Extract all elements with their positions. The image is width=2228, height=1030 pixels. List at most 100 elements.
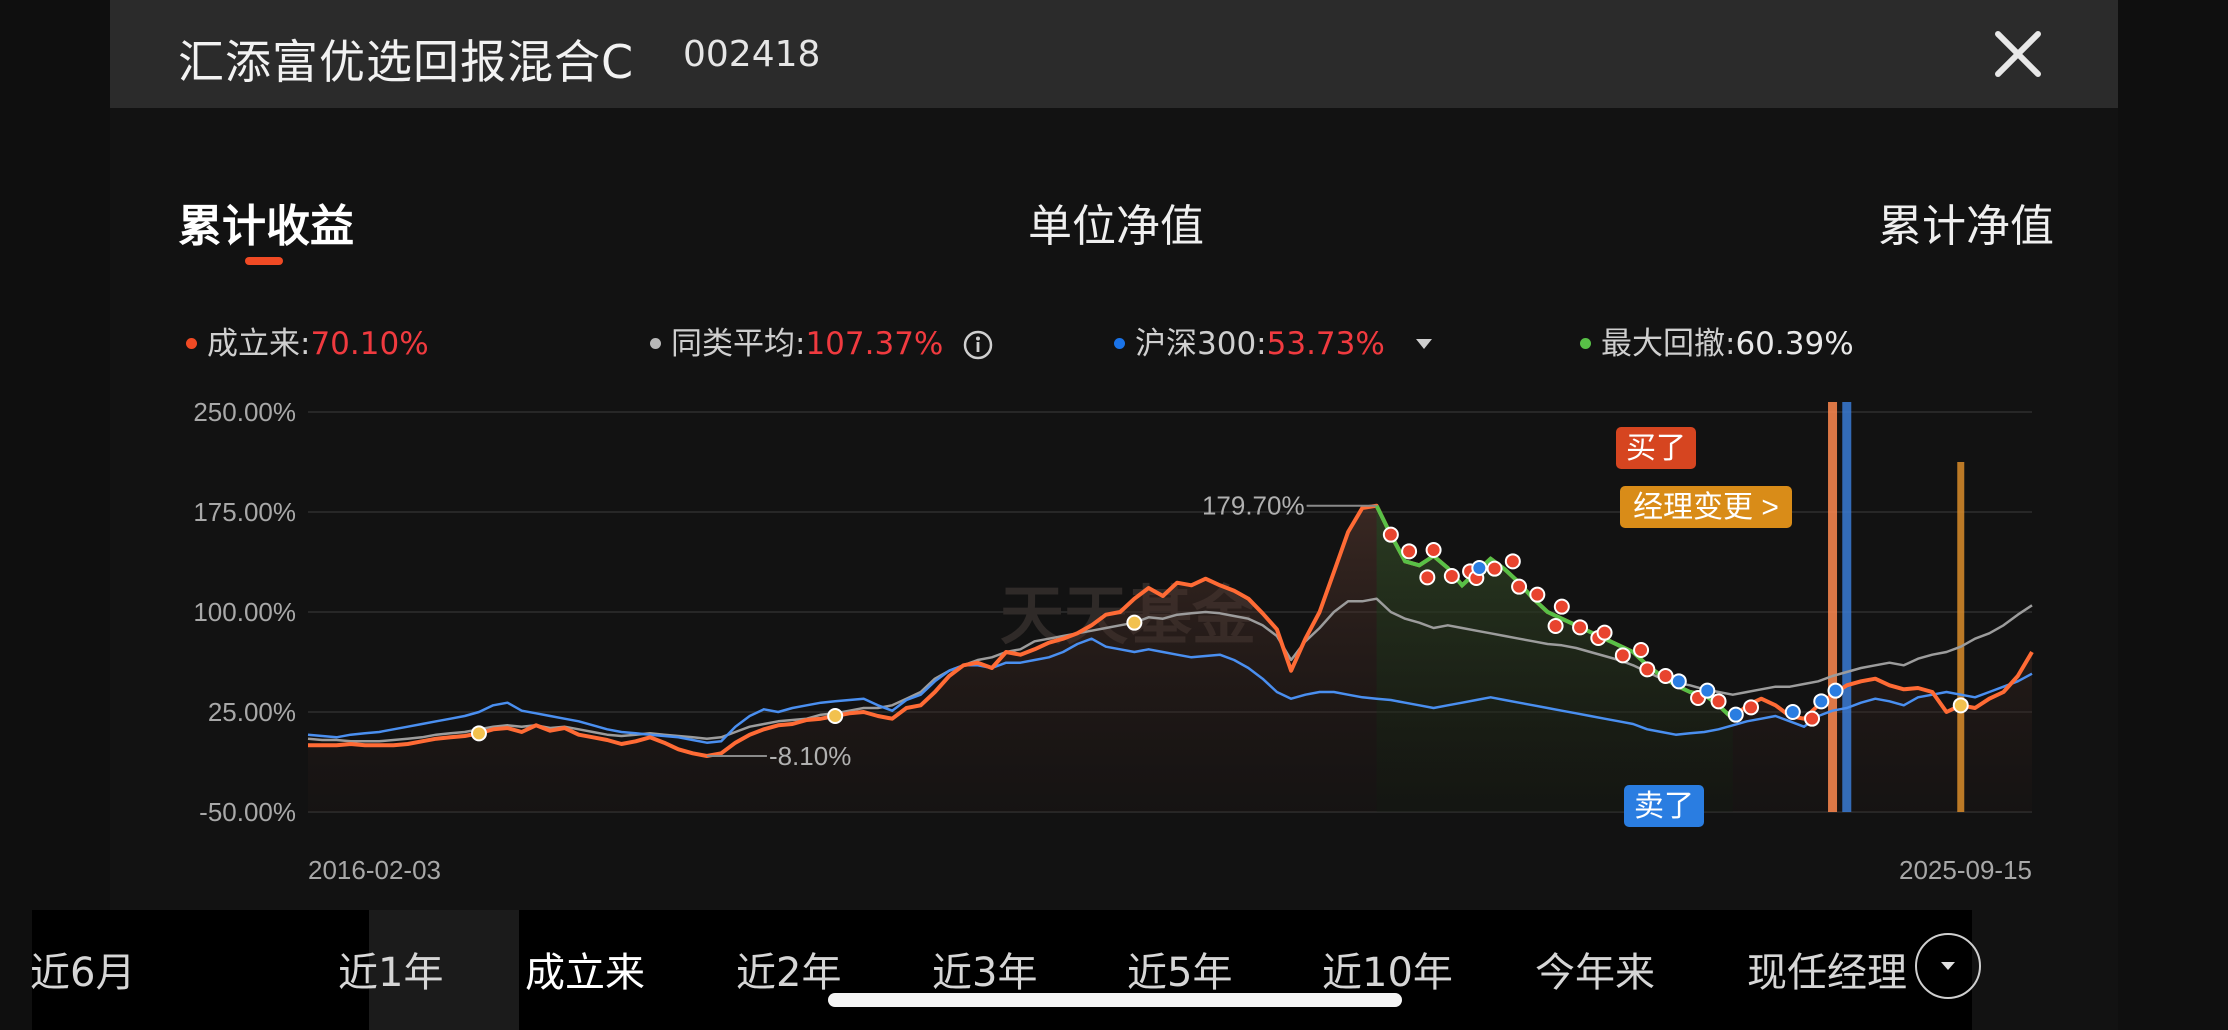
legend-peer-value: 107.37% xyxy=(805,326,944,362)
buy-marker[interactable] xyxy=(1401,543,1418,560)
period-current-manager[interactable]: 现任经理 xyxy=(1747,950,1907,996)
chevron-down-circle-icon xyxy=(1941,962,1955,970)
period-selector: 近6月 近1年 成立来 近2年 近3年 近5年 近10年 今年来 现任经理 xyxy=(30,910,1981,1030)
buy-marker[interactable] xyxy=(1633,642,1650,658)
buy-marker[interactable] xyxy=(1657,668,1674,684)
manager-change-tag[interactable]: 经理变更 > xyxy=(1620,486,1792,528)
chart-areas xyxy=(308,402,2032,812)
event-band xyxy=(1957,462,1965,812)
return-chart[interactable]: 250.00%175.00%100.00%25.00%-50.00% 天天基金 … xyxy=(110,380,2118,900)
y-tick-label: 250.00% xyxy=(193,397,296,427)
legend-peer-dot xyxy=(650,338,661,349)
chart-tabs: 累计收益 单位净值 累计净值 xyxy=(110,180,2118,270)
period-ytd[interactable]: 今年来 xyxy=(1535,950,1655,996)
legend-drawdown-label: 最大回撤: xyxy=(1601,326,1736,362)
buy-marker[interactable] xyxy=(1572,619,1589,636)
buy-marker[interactable] xyxy=(1419,569,1436,586)
home-indicator[interactable] xyxy=(828,993,1402,1007)
sell-marker[interactable] xyxy=(1784,704,1801,720)
buy-marker[interactable] xyxy=(1639,661,1656,678)
period-10y[interactable]: 近10年 xyxy=(1322,950,1453,996)
legend-fund-label: 成立来: xyxy=(207,326,311,362)
period-3y[interactable]: 近3年 xyxy=(932,950,1038,996)
trade-markers xyxy=(470,526,1969,742)
y-tick-label: 25.00% xyxy=(208,697,296,727)
event-band xyxy=(1828,402,1838,812)
sell-marker[interactable] xyxy=(1699,682,1716,699)
legend-fund: 成立来:70.10% xyxy=(186,318,429,363)
tab-cumulative-return[interactable]: 累计收益 xyxy=(178,201,354,252)
chart-legend: 成立来:70.10% 同类平均:107.37% 沪深300:53.73% 最大回… xyxy=(110,318,2118,362)
peak-label: 179.70% xyxy=(1202,491,1305,521)
close-icon xyxy=(1995,31,2041,77)
x-end-label: 2025-09-15 xyxy=(1899,855,2032,885)
x-start-label: 2016-02-03 xyxy=(308,855,441,885)
period-since-inception[interactable]: 成立来 xyxy=(525,950,645,996)
legend-drawdown-value: 60.39% xyxy=(1735,326,1854,362)
buy-marker[interactable] xyxy=(1710,693,1727,710)
manager-change-marker[interactable] xyxy=(1952,697,1969,714)
legend-fund-value: 70.10% xyxy=(310,326,429,362)
period-6m[interactable]: 近6月 xyxy=(30,950,136,996)
y-tick-label: -50.00% xyxy=(199,797,296,827)
buy-marker[interactable] xyxy=(1443,568,1460,584)
sell-marker[interactable] xyxy=(1670,673,1687,690)
legend-peer-label: 同类平均: xyxy=(671,326,806,362)
header-bar: 汇添富优选回报混合C 002418 xyxy=(110,0,2118,108)
fund-chart-panel: 汇添富优选回报混合C 002418 累计收益 单位净值 累计净值 成立来:70.… xyxy=(110,0,2118,1030)
manager-change-tag-text: 经理变更 > xyxy=(1633,491,1779,524)
legend-index-label: 沪深300: xyxy=(1135,326,1267,362)
sell-tag-text: 卖了 xyxy=(1634,790,1694,823)
event-band xyxy=(1842,402,1852,812)
buy-marker[interactable] xyxy=(1382,526,1399,543)
sell-tag[interactable]: 卖了 xyxy=(1624,785,1704,827)
y-tick-label: 175.00% xyxy=(193,497,296,527)
sell-marker[interactable] xyxy=(1471,560,1488,576)
buy-marker[interactable] xyxy=(1425,542,1442,558)
buy-marker[interactable] xyxy=(1804,710,1821,727)
buy-marker[interactable] xyxy=(1614,647,1631,664)
buy-tag[interactable]: 买了 xyxy=(1616,427,1696,469)
active-tab-indicator xyxy=(245,257,283,265)
period-2y[interactable]: 近2年 xyxy=(736,950,842,996)
buy-marker[interactable] xyxy=(1596,624,1613,641)
series-line xyxy=(307,637,2033,744)
sell-marker[interactable] xyxy=(1813,693,1830,710)
tab-cumulative-nav[interactable]: 累计净值 xyxy=(1878,201,2054,252)
caret-down-icon[interactable] xyxy=(1415,322,1433,358)
period-1y[interactable]: 近1年 xyxy=(338,950,444,996)
buy-marker[interactable] xyxy=(1529,586,1546,603)
buy-marker[interactable] xyxy=(1547,618,1564,634)
info-icon[interactable] xyxy=(963,330,993,360)
more-periods-button[interactable] xyxy=(1915,933,1981,999)
legend-drawdown-dot xyxy=(1580,338,1591,349)
legend-fund-dot xyxy=(186,338,197,349)
close-button[interactable] xyxy=(1990,26,2046,82)
trough-label: -8.10% xyxy=(769,741,851,771)
series-line xyxy=(307,597,2033,743)
buy-marker[interactable] xyxy=(1553,598,1570,615)
buy-marker[interactable] xyxy=(1743,699,1760,716)
fund-code: 002418 xyxy=(683,34,821,75)
buy-marker[interactable] xyxy=(1511,578,1528,595)
y-axis-ticks: 250.00% 175.00% 100.00% 25.00% -50.00% xyxy=(193,397,296,827)
manager-change-marker[interactable] xyxy=(470,725,487,742)
period-active-bg xyxy=(369,910,519,1030)
buy-marker[interactable] xyxy=(1486,560,1503,577)
tab-unit-nav[interactable]: 单位净值 xyxy=(1028,201,1204,252)
legend-drawdown: 最大回撤:60.39% xyxy=(1580,318,1854,363)
manager-change-marker[interactable] xyxy=(827,708,844,724)
fund-area xyxy=(308,505,2032,812)
fund-name: 汇添富优选回报混合C xyxy=(178,35,635,89)
legend-index-dot xyxy=(1114,338,1125,349)
y-tick-label: 100.00% xyxy=(193,597,296,627)
sell-marker[interactable] xyxy=(1727,706,1744,723)
legend-index-value: 53.73% xyxy=(1266,326,1385,362)
period-5y[interactable]: 近5年 xyxy=(1127,950,1233,996)
legend-peer: 同类平均:107.37% xyxy=(650,318,993,363)
sell-marker[interactable] xyxy=(1827,682,1844,699)
manager-change-marker[interactable] xyxy=(1126,614,1143,631)
legend-index[interactable]: 沪深300:53.73% xyxy=(1114,318,1433,363)
buy-marker[interactable] xyxy=(1504,553,1521,570)
